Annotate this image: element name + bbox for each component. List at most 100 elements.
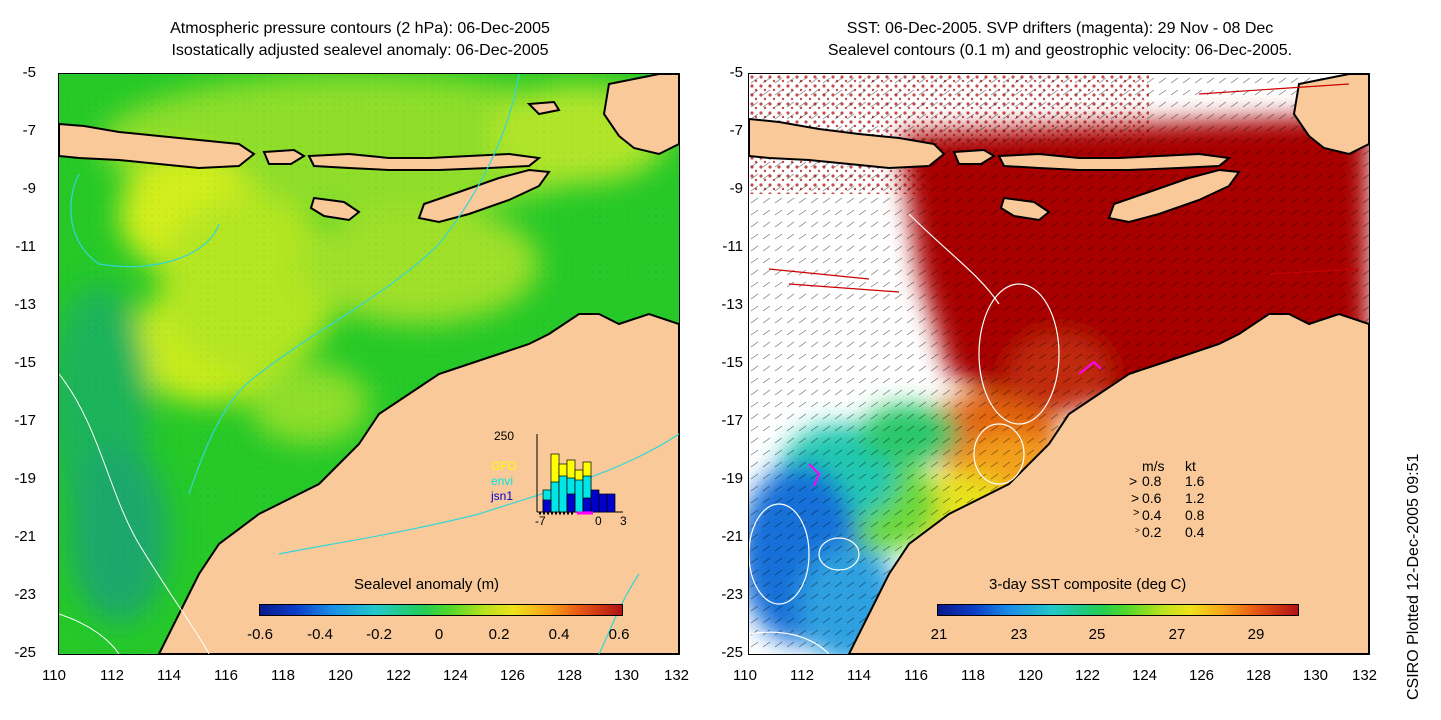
australia-mainland [157,312,679,654]
velocity-key-kt: 1.6 [1185,473,1205,489]
right-y-tick: -13 [721,296,743,313]
inset-legend-envi: envi [491,474,514,488]
left-title-line2: Isostatically adjusted sealevel anomaly:… [171,42,549,59]
sumbawa-flores [307,152,542,171]
sumba-island [309,196,361,222]
left-cb-label: -0.4 [307,626,333,643]
left-y-tick: -15 [14,354,36,371]
right-y-tick: -23 [721,586,743,603]
bar-envi [574,479,584,513]
sealevel-anomaly-map [59,74,679,654]
left-cb-label: -0.2 [366,626,392,643]
drifter-tracks [808,360,1102,487]
left-x-tick: 118 [271,667,295,684]
right-title-line1: SST: 06-Dec-2005. SVP drifters (magenta)… [846,20,1274,37]
right-x-tick: 124 [1132,667,1158,684]
right-y-tick: -11 [722,238,743,255]
right-x-tick: 132 [1352,667,1378,684]
bar-jsn1 [582,497,592,513]
right-y-tick: -9 [729,180,743,197]
right-colorbar-title: 3-day SST composite (deg C) [989,576,1187,593]
left-x-tick: 124 [443,667,469,684]
left-cb-label: -0.6 [247,626,273,643]
right-cb-label: 23 [1010,626,1028,643]
right-y-tick: -5 [729,64,743,81]
timor-island [417,168,551,224]
inset-xlabel-left: -7 [535,514,546,528]
velocity-key-kt: 0.8 [1185,507,1205,523]
right-cb-label: 25 [1088,626,1106,643]
java-landmass [749,117,946,170]
right-x-tick: 110 [733,667,757,684]
right-x-tick: 118 [961,667,985,684]
land [59,74,679,654]
left-y-tick: -9 [22,180,36,197]
velocity-key-arrow-icon: > [1131,490,1140,506]
right-cb-label: 29 [1247,626,1265,643]
velocity-key-ms: 0.8 [1142,473,1162,489]
left-x-tick: 132 [664,667,690,684]
right-cb-label: 27 [1168,626,1186,643]
right-x-tick: 130 [1303,667,1329,684]
left-colorbar [259,604,623,616]
bar-jsn1 [606,493,616,513]
left-y-tick: -5 [22,64,36,81]
bali-lombok [262,148,306,165]
left-cb-label: 0.2 [488,626,510,643]
pass-histogram-inset [536,434,623,515]
left-title-line1: Atmospheric pressure contours (2 hPa): 0… [170,20,550,37]
sst-map [749,74,1369,654]
right-y-tick: -7 [729,122,743,139]
left-y-tick: -13 [14,296,36,313]
right-x-tick: 128 [1246,667,1272,684]
inset-legend-jsn1: jsn1 [491,489,514,503]
left-map: 250 GFO envi jsn1 -7 0 3 Sealevel anomal… [58,73,680,655]
right-x-tick: 126 [1189,667,1215,684]
left-y-tick: -25 [14,644,36,661]
right-title-line2: Sealevel contours (0.1 m) and geostrophi… [827,42,1293,59]
left-y-tick: -19 [14,470,36,487]
right-x-tick: 114 [847,667,871,684]
left-colorbar-title: Sealevel anomaly (m) [354,576,500,593]
left-cb-label: 0 [434,626,444,643]
velocity-key-ms: 0.4 [1142,507,1162,523]
land [749,74,1369,654]
inset-xlabel-right: 3 [620,514,627,528]
left-x-tick: 126 [500,667,526,684]
left-x-tick: 122 [386,667,412,684]
bar-envi [550,481,560,513]
left-x-tick: 130 [614,667,640,684]
left-x-tick: 112 [100,667,124,684]
bar-jsn1 [598,493,608,513]
left-cb-label: 0.4 [548,626,570,643]
right-x-tick: 116 [904,667,928,684]
right-cb-label: 21 [930,626,948,643]
velocity-key-kt: 1.2 [1185,490,1205,506]
pressure-contours [70,74,679,654]
right-y-tick: -15 [721,354,743,371]
velocity-key-arrow-icon: > [1133,507,1140,519]
right-y-tick: -21 [721,528,743,545]
left-x-tick: 116 [214,667,238,684]
bar-jsn1 [566,493,576,513]
right-x-tick: 112 [790,667,814,684]
velocity-key-arrow-icon: > [1135,526,1140,535]
right-y-tick: -17 [721,412,743,429]
bali-lombok [952,148,996,165]
bar-envi [558,475,568,513]
right-x-tick: 120 [1018,667,1044,684]
velocity-key-kt: 0.4 [1185,524,1205,540]
velocity-key-arrow-icon: > [1129,473,1138,489]
left-cb-label: 0.6 [608,626,630,643]
velocity-key-header-ms: m/s [1142,458,1165,474]
left-y-tick: -21 [14,528,36,545]
left-y-tick: -11 [15,238,36,255]
inset-legend-gfo: GFO [491,459,517,473]
plot-credit: CSIRO Plotted 12-Dec-2005 09:51 [1405,453,1422,700]
right-y-tick: -19 [721,470,743,487]
left-x-tick: 110 [42,667,66,684]
left-y-tick: -23 [14,586,36,603]
inset-ymax: 250 [494,429,515,443]
right-map: m/s kt > 0.8 1.6 > 0.6 1.2 > 0.4 0.8 > 0… [748,73,1370,655]
white-contours [59,373,210,654]
